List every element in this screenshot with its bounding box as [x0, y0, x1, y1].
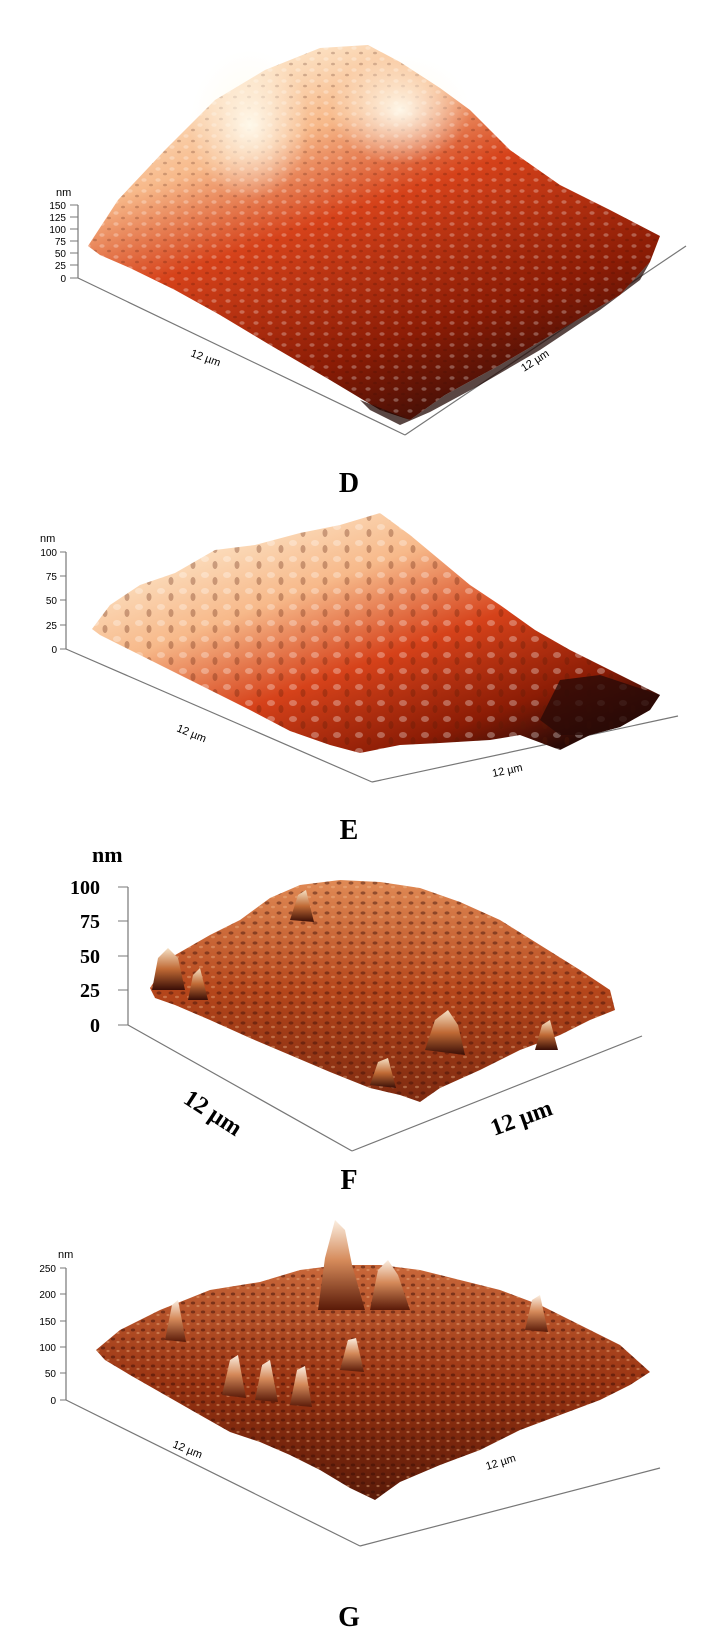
z-tick-label: 50: [46, 596, 58, 607]
x-axis-label: 12 µm: [171, 1439, 204, 1462]
z-axis-ticks: 100 75 50 25 0: [40, 548, 66, 656]
z-axis-ticks: 150 125 100 75 50 25 0: [49, 201, 78, 285]
y-axis-label: 12 µm: [487, 1095, 556, 1141]
z-axis-unit: nm: [40, 533, 55, 545]
z-tick-label: 0: [60, 274, 66, 285]
x-axis-line: [127, 1024, 353, 1152]
y-axis-line: [371, 715, 679, 783]
x-axis-label: 12 µm: [179, 1085, 247, 1142]
z-axis-unit: nm: [58, 1249, 73, 1261]
surface-peak: [152, 948, 185, 990]
panel-letter: E: [339, 815, 359, 846]
surface-peak: [290, 890, 314, 922]
surface-peak: [318, 1220, 365, 1310]
panel-letter: G: [338, 1602, 360, 1633]
z-tick-label: 75: [55, 237, 67, 248]
z-tick-label: 50: [55, 249, 67, 260]
z-tick-label: 100: [40, 548, 57, 559]
surface-peak: [165, 1300, 186, 1342]
z-tick-label: 25: [55, 261, 67, 272]
z-tick-label: 100: [49, 225, 66, 236]
z-tick-label: 250: [39, 1264, 56, 1275]
afm-panel-e: 100 75 50 25 0 nm 12 µm 12 µm E: [0, 505, 716, 850]
x-axis-line: [77, 277, 406, 436]
afm-3d-surface-f: 100 75 50 25 0 nm 12 µm 12 µm: [70, 842, 643, 1152]
surface-peak: [255, 1360, 278, 1402]
z-axis-ticks: 100 75 50 25 0: [70, 877, 128, 1037]
x-axis-line: [65, 1399, 361, 1547]
afm-panel-f: 100 75 50 25 0 nm 12 µm 12 µm F: [0, 840, 716, 1200]
surface-peak: [525, 1295, 548, 1332]
z-tick-label: 75: [80, 911, 100, 933]
z-tick-label: 50: [45, 1369, 57, 1380]
z-tick-label: 150: [49, 201, 66, 212]
surface-peak: [188, 968, 208, 1000]
afm-panel-d: 150 125 100 75 50 25 0 nm 12 µm 12 µm D: [0, 0, 716, 510]
panel-letter: F: [340, 1165, 358, 1196]
z-tick-label: 0: [90, 1015, 100, 1037]
surface-texture: [150, 880, 615, 1102]
z-tick-label: 25: [80, 980, 100, 1002]
z-axis-ticks: 250 200 150 100 50 0: [39, 1264, 66, 1407]
afm-3d-surface-e: 100 75 50 25 0 nm 12 µm 12 µm: [40, 513, 679, 783]
z-tick-label: 150: [39, 1317, 56, 1328]
z-axis-unit: nm: [56, 187, 71, 199]
surface-texture: [92, 513, 660, 753]
z-tick-label: 25: [46, 621, 58, 632]
z-tick-label: 200: [39, 1290, 56, 1301]
y-axis-line: [359, 1467, 661, 1547]
z-tick-label: 0: [51, 645, 57, 656]
surface-highlight: [190, 50, 310, 200]
surface-dark-edge: [540, 675, 660, 735]
surface-peak: [425, 1010, 465, 1055]
x-axis-label: 12 µm: [189, 348, 222, 370]
z-tick-label: 125: [49, 213, 66, 224]
surface-peak: [370, 1058, 396, 1088]
surface-peak: [340, 1338, 364, 1372]
x-axis-line: [65, 648, 373, 783]
y-axis-label: 12 µm: [484, 1452, 517, 1472]
afm-3d-surface-d: 150 125 100 75 50 25 0 nm 12 µm 12 µm: [49, 45, 687, 436]
surface-highlight: [330, 55, 470, 165]
surface-peak: [370, 1260, 410, 1310]
x-axis-label: 12 µm: [175, 723, 208, 746]
surface-peak: [290, 1366, 312, 1407]
afm-3d-surface-g: 250 200 150 100 50 0 nm 12 µm 12 µm: [39, 1220, 661, 1547]
z-tick-label: 0: [50, 1396, 56, 1407]
z-axis-unit: nm: [92, 842, 123, 867]
z-tick-label: 50: [80, 946, 100, 968]
surface-texture: [96, 1265, 650, 1500]
y-axis-label: 12 µm: [491, 762, 524, 780]
panel-letter: D: [338, 468, 360, 499]
z-tick-label: 75: [46, 572, 58, 583]
surface-peak: [222, 1355, 246, 1398]
afm-panel-g: 250 200 150 100 50 0 nm 12 µm 12 µm G: [0, 1210, 716, 1641]
y-axis-line: [351, 1035, 643, 1152]
z-tick-label: 100: [39, 1343, 56, 1354]
z-tick-label: 100: [70, 877, 100, 899]
surface-peak: [535, 1020, 558, 1050]
